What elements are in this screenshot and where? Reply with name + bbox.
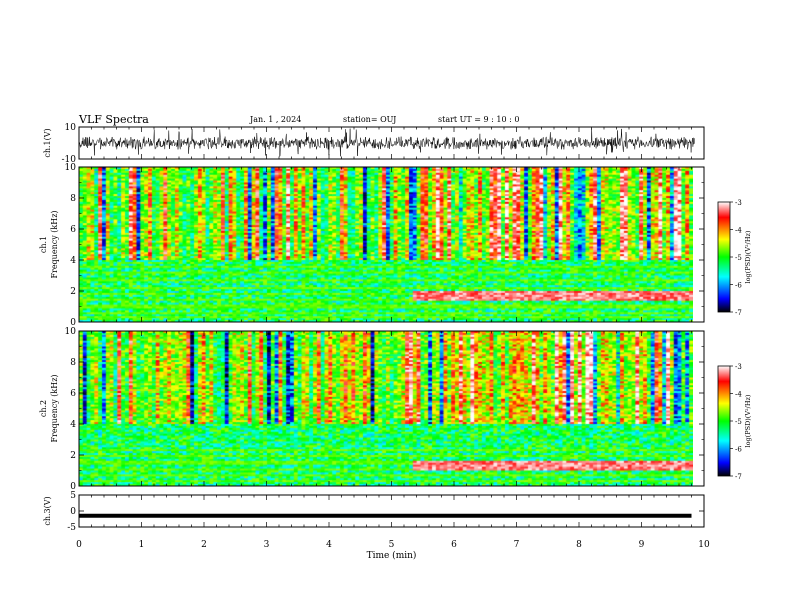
ch1-spectrogram-ytick-label: 10 xyxy=(65,163,77,173)
ch2-colorbar-label: log(PSD)(V²/Hz) xyxy=(744,394,752,447)
ch2-spectrogram-ylabel-channel: ch.2 xyxy=(39,400,48,417)
ch2-colorbar-tick-label: -4 xyxy=(735,391,742,399)
ch1-waveform-line xyxy=(78,128,695,157)
xtick-label: 5 xyxy=(389,540,395,550)
xtick-label: 0 xyxy=(76,540,82,550)
xtick-label: 2 xyxy=(201,540,207,550)
xtick-label: 1 xyxy=(139,540,145,550)
ch1-waveform-ytick-label: 10 xyxy=(65,123,77,133)
xtick-label: 10 xyxy=(698,540,710,550)
ch1-colorbar-tick-label: -6 xyxy=(735,282,742,290)
start-time-label: start UT = 9 : 10 : 0 xyxy=(438,115,520,124)
ch3-waveform-ylabel: ch.3(V) xyxy=(43,496,52,525)
xtick-label: 7 xyxy=(514,540,520,550)
ch1-waveform-ylabel: ch.1(V) xyxy=(43,128,52,157)
ch3-waveform-ytick-label: 0 xyxy=(70,507,76,517)
ch1-colorbar-tick-label: -7 xyxy=(735,309,742,317)
ch1-spectrogram-ytick-label: 6 xyxy=(70,225,76,235)
ch1-colorbar xyxy=(717,201,731,313)
xaxis-label: Time (min) xyxy=(367,550,417,561)
xtick-label: 9 xyxy=(639,540,645,550)
ch1-spectrogram-ylabel-channel: ch.1 xyxy=(39,236,48,253)
ch1-spectrogram-ylabel-frequency: Frequency (kHz) xyxy=(50,210,59,278)
ch2-colorbar-tick-label: -3 xyxy=(735,363,742,371)
ch1-colorbar-tick-label: -5 xyxy=(735,254,742,262)
date-label: Jan. 1 , 2024 xyxy=(250,115,302,124)
ch1-colorbar-tick-label: -3 xyxy=(735,199,742,207)
ch2-spectrogram-ytick-label: 6 xyxy=(70,389,76,399)
ch1-spectrogram-ytick-label: 8 xyxy=(70,194,76,204)
ch1-spectrogram-ytick-label: 4 xyxy=(70,256,76,266)
chart-title: VLF Spectra xyxy=(79,113,149,126)
ch2-colorbar xyxy=(717,365,731,477)
ch2-spectrogram-ytick-label: 4 xyxy=(70,420,76,430)
ch1-spectrogram-ytick-label: 2 xyxy=(70,287,76,297)
xtick-label: 4 xyxy=(326,540,332,550)
ch1-colorbar-tick-label: -4 xyxy=(735,227,742,235)
ch2-colorbar-tick-label: -7 xyxy=(735,473,742,481)
station-label: station= OUJ xyxy=(343,115,397,124)
ch1-spectrogram-ytick-label: 0 xyxy=(70,318,76,328)
ch1-spectrogram-image xyxy=(79,167,693,322)
ch2-spectrogram-ytick-label: 2 xyxy=(70,451,76,461)
ch2-spectrogram-image xyxy=(79,331,693,486)
xtick-label: 3 xyxy=(264,540,270,550)
ch2-spectrogram-ytick-label: 8 xyxy=(70,358,76,368)
ch1-colorbar-label: log(PSD)(V²/Hz) xyxy=(744,230,752,283)
ch2-spectrogram-ytick-label: 0 xyxy=(70,482,76,492)
ch1-waveform-ytick-label: -10 xyxy=(62,155,77,165)
xtick-label: 6 xyxy=(451,540,457,550)
ch2-spectrogram-ylabel-frequency: Frequency (kHz) xyxy=(50,374,59,442)
xtick-label: 8 xyxy=(576,540,582,550)
ch2-spectrogram-ytick-label: 10 xyxy=(65,327,77,337)
ch2-colorbar-tick-label: -5 xyxy=(735,418,742,426)
ch3-waveform-ytick-label: 5 xyxy=(70,491,76,501)
ch3-waveform-ytick-label: -5 xyxy=(67,523,76,533)
ch2-colorbar-tick-label: -6 xyxy=(735,446,742,454)
